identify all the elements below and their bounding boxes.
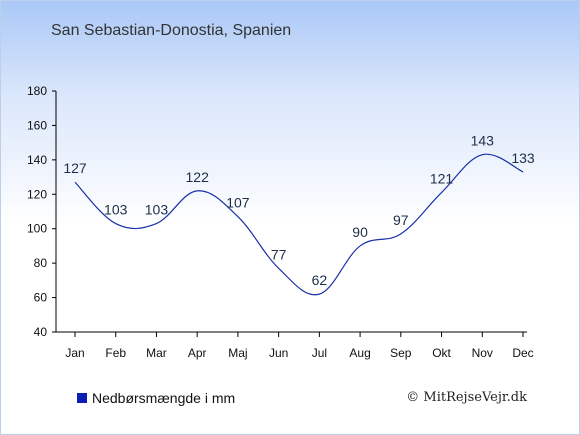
data-label: 122 — [186, 169, 210, 185]
data-label: 62 — [312, 272, 328, 288]
y-tick-label: 60 — [34, 291, 48, 305]
y-tick-label: 180 — [27, 84, 47, 98]
y-tick-label: 80 — [34, 256, 48, 270]
legend-swatch — [77, 393, 87, 403]
y-tick-label: 100 — [27, 222, 47, 236]
data-label: 97 — [393, 212, 409, 228]
y-tick-label: 40 — [34, 325, 48, 339]
x-tick-label: Sep — [390, 346, 412, 360]
x-tick-label: Dec — [512, 346, 533, 360]
series-line-group — [74, 153, 524, 296]
y-tick-label: 120 — [27, 187, 47, 201]
data-label: 133 — [511, 150, 535, 166]
data-label: 77 — [271, 246, 287, 262]
data-label: 143 — [471, 133, 495, 149]
chart-title: San Sebastian-Donostia, Spanien — [51, 22, 292, 39]
x-tick-label: Apr — [188, 346, 207, 360]
x-tick-label: Aug — [349, 346, 370, 360]
x-tick-label: Mar — [146, 346, 167, 360]
data-label: 103 — [104, 202, 128, 218]
copyright-credit: © MitRejseVejr.dk — [406, 390, 527, 405]
precipitation-line — [74, 153, 524, 296]
data-label: 103 — [145, 202, 169, 218]
x-tick-label: Jul — [312, 346, 327, 360]
data-label: 90 — [352, 224, 368, 240]
axes — [52, 90, 527, 337]
legend: Nedbørsmængde i mm — [77, 390, 235, 406]
y-tick-label: 160 — [27, 118, 47, 132]
x-tick-label: Maj — [228, 346, 247, 360]
data-label: 107 — [226, 195, 250, 211]
x-tick-label: Nov — [472, 346, 493, 360]
tick-labels: 40 60 80 100 120 140 160 180 Jan Feb Mar Apr Maj Jun J… — [27, 84, 534, 360]
y-tick-label: 140 — [27, 153, 47, 167]
legend-label: Nedbørsmængde i mm — [92, 390, 236, 406]
data-label: 121 — [430, 171, 454, 187]
x-tick-label: Feb — [105, 346, 126, 360]
data-label: 127 — [63, 160, 87, 176]
x-tick-label: Jun — [269, 346, 288, 360]
x-tick-label: Okt — [432, 346, 451, 360]
data-labels: 127 103 103 122 107 77 62 90 97 121 143 133 — [63, 133, 535, 288]
x-tick-label: Jan — [65, 346, 84, 360]
